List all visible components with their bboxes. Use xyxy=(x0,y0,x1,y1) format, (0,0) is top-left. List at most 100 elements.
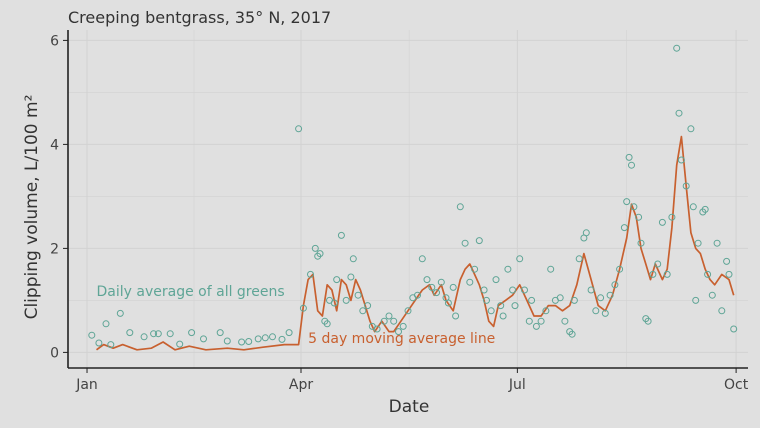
data-point xyxy=(582,229,590,237)
x-tick-label: Jul xyxy=(508,377,526,393)
data-point xyxy=(261,334,269,342)
data-point xyxy=(504,265,512,273)
annotation-moving: 5 day moving average line xyxy=(308,331,495,347)
data-point xyxy=(140,333,148,341)
data-point xyxy=(223,337,231,345)
data-point xyxy=(359,307,367,315)
data-point xyxy=(414,291,421,299)
data-point xyxy=(532,322,540,330)
data-point xyxy=(102,320,110,328)
data-point xyxy=(528,296,536,304)
data-point xyxy=(675,109,683,117)
data-point xyxy=(380,317,388,325)
data-point xyxy=(418,255,426,263)
data-point xyxy=(437,278,445,286)
data-point xyxy=(592,307,600,315)
data-point xyxy=(601,309,609,317)
data-point xyxy=(150,330,158,338)
data-point xyxy=(428,283,436,291)
data-point xyxy=(487,307,495,315)
y-tick-label: 6 xyxy=(50,33,59,49)
data-point xyxy=(687,125,695,133)
data-point xyxy=(521,286,528,294)
data-point xyxy=(404,307,412,315)
data-point xyxy=(188,329,196,337)
data-point xyxy=(570,296,578,304)
data-point xyxy=(323,320,331,328)
data-point xyxy=(616,265,624,273)
chart-title: Creeping bentgrass, 35° N, 2017 xyxy=(68,8,331,27)
y-tick-label: 4 xyxy=(50,137,59,153)
data-point xyxy=(95,339,103,347)
data-point xyxy=(568,330,576,338)
data-point xyxy=(452,312,460,320)
data-point xyxy=(126,329,134,337)
data-point xyxy=(299,304,307,312)
data-point xyxy=(694,239,702,247)
x-tick-label: Oct xyxy=(724,377,749,393)
data-point xyxy=(330,299,338,307)
data-point xyxy=(713,239,721,247)
data-point xyxy=(238,338,246,346)
x-tick-label: Jan xyxy=(75,377,98,393)
data-point xyxy=(364,302,372,310)
data-point xyxy=(668,213,676,221)
data-point xyxy=(285,329,293,337)
data-point xyxy=(516,255,524,263)
data-point xyxy=(333,276,341,284)
data-point xyxy=(449,283,457,291)
data-point xyxy=(525,317,533,325)
data-point xyxy=(166,330,174,338)
data-point xyxy=(492,276,500,284)
grid xyxy=(68,30,748,368)
data-point xyxy=(307,270,314,278)
data-point xyxy=(176,340,184,348)
data-point xyxy=(200,335,207,343)
data-point xyxy=(547,265,555,273)
annotations: Daily average of all greens 5 day moving … xyxy=(97,284,496,347)
data-point xyxy=(385,312,393,320)
data-point xyxy=(625,153,633,161)
data-point xyxy=(628,161,635,169)
data-point xyxy=(349,255,357,263)
data-point xyxy=(423,276,431,284)
data-point xyxy=(725,270,733,278)
data-point xyxy=(342,296,350,304)
data-point xyxy=(278,335,286,343)
data-point xyxy=(254,335,262,343)
data-point xyxy=(399,322,407,330)
data-point xyxy=(499,312,507,320)
data-point xyxy=(466,278,474,286)
axes xyxy=(67,30,748,369)
y-axis-label: Clipping volume, L/100 m² xyxy=(22,95,42,320)
data-point xyxy=(154,330,162,338)
data-point xyxy=(269,333,276,341)
data-point xyxy=(587,286,595,294)
data-point xyxy=(311,244,319,252)
y-tick-label: 2 xyxy=(50,241,59,257)
data-point xyxy=(682,182,690,190)
data-point xyxy=(708,291,716,299)
data-point xyxy=(701,205,709,213)
data-point xyxy=(730,325,738,333)
data-point xyxy=(723,257,731,265)
data-point xyxy=(561,317,569,325)
data-point xyxy=(511,302,519,310)
data-point xyxy=(677,156,685,164)
data-point xyxy=(542,307,550,315)
x-axis-label: Date xyxy=(389,397,430,417)
data-point xyxy=(509,286,517,294)
annotation-daily: Daily average of all greens xyxy=(97,284,285,300)
data-point xyxy=(390,317,398,325)
data-point xyxy=(658,218,666,226)
data-point xyxy=(433,289,440,297)
data-point xyxy=(461,239,469,247)
data-point xyxy=(395,328,402,336)
data-point xyxy=(673,44,681,52)
data-point xyxy=(483,296,490,304)
x-tick-label: Apr xyxy=(289,377,313,393)
data-point xyxy=(611,281,619,289)
data-point xyxy=(606,291,614,299)
